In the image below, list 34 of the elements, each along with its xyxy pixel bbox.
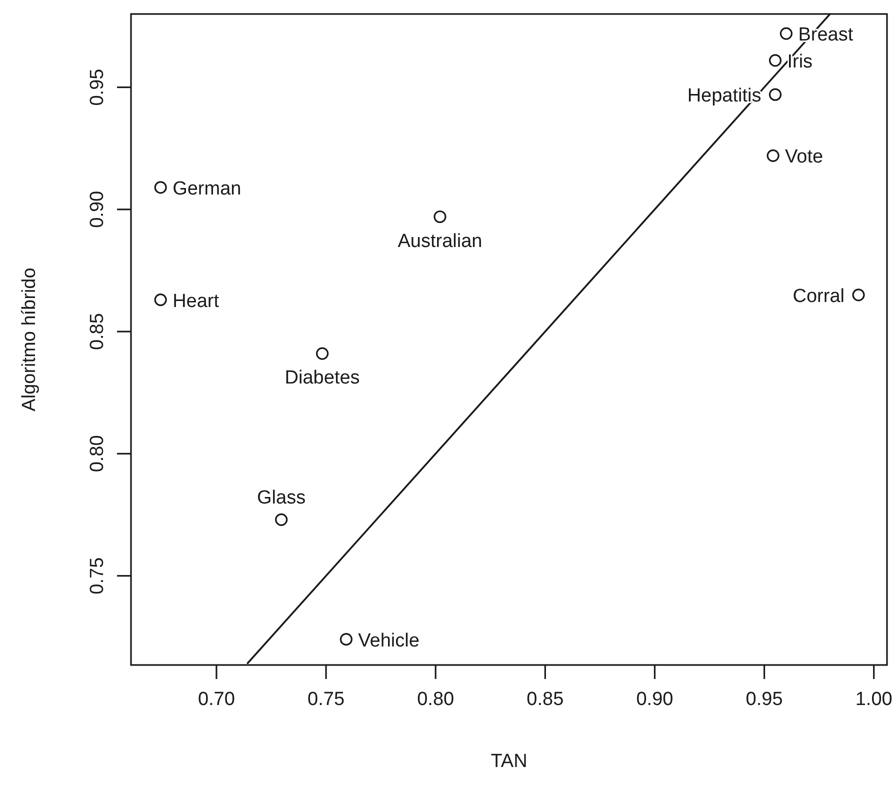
point — [275, 513, 288, 526]
x-tick-label: 0.95 — [746, 689, 783, 710]
annotation: Vote — [785, 146, 824, 168]
x-tick-label: 0.90 — [636, 689, 674, 710]
x-tick-label: 0.85 — [526, 689, 564, 710]
point — [154, 181, 167, 194]
annotation: Vehicle — [358, 630, 420, 652]
y-tick-label: 0.95 — [87, 68, 108, 106]
annotation: German — [172, 178, 242, 200]
point — [340, 633, 352, 646]
annotation: Diabetes — [284, 368, 360, 389]
annotation: Glass — [257, 488, 306, 509]
y-axis-title: Algoritmo híbrido — [19, 268, 40, 412]
point — [434, 210, 446, 224]
x-tick-label: 0.80 — [417, 689, 454, 710]
point — [768, 88, 782, 101]
point — [154, 294, 167, 306]
y-tick-label: 0.85 — [87, 313, 108, 350]
point — [780, 27, 792, 40]
annotation: Iris — [787, 51, 813, 72]
x-axis-title: TAN — [490, 751, 528, 772]
point — [852, 288, 865, 302]
y-tick-label: 0.80 — [87, 435, 108, 472]
y-tick-label: 0.75 — [87, 557, 108, 594]
point — [766, 149, 780, 162]
annotation: Heart — [172, 290, 220, 312]
point — [768, 54, 782, 67]
annotation: Corral — [792, 286, 845, 307]
x-tick-label: 0.70 — [198, 689, 235, 710]
x-tick-label: 1.00 — [855, 689, 892, 710]
annotation: Australian — [398, 230, 482, 252]
x-tick-label: 0.75 — [308, 689, 345, 710]
y-tick-label: 0.90 — [87, 190, 108, 228]
point — [316, 347, 329, 360]
